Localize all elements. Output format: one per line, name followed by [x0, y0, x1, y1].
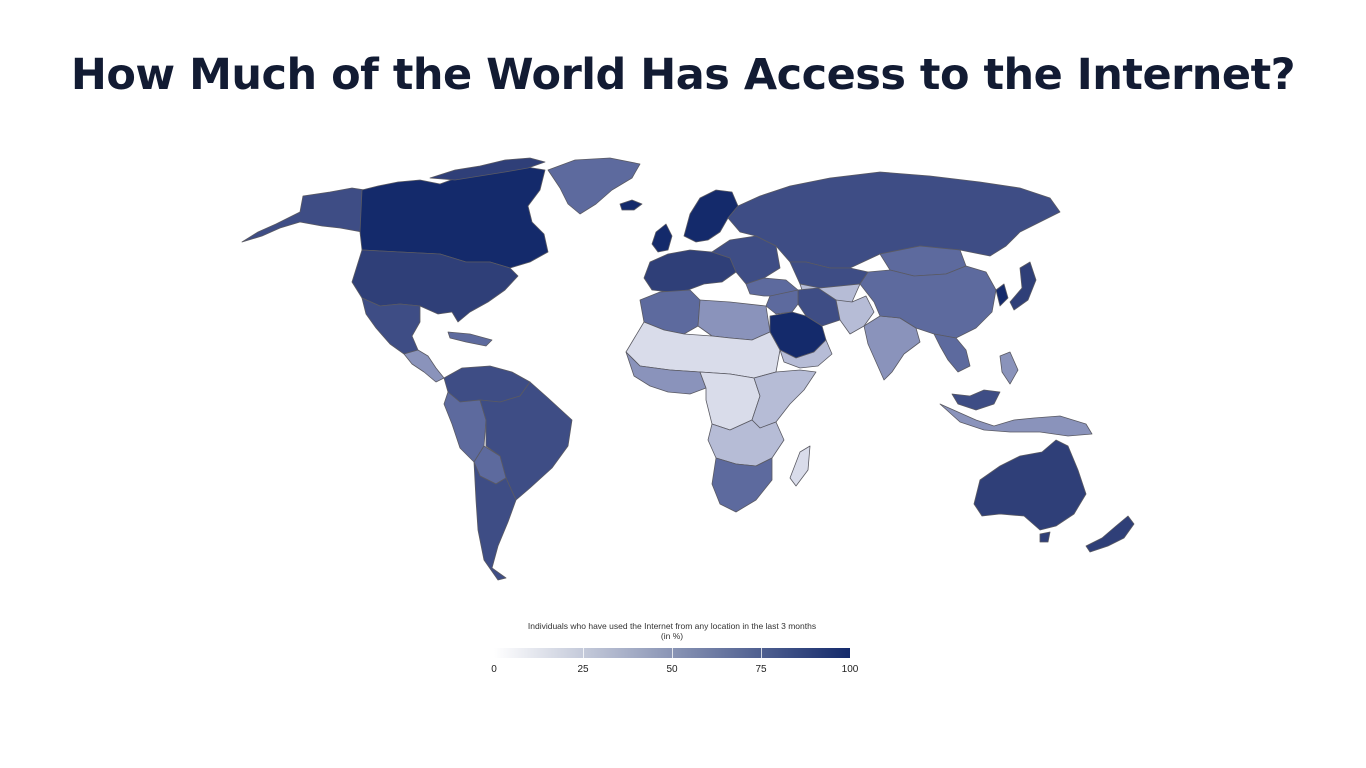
region-brazil — [479, 381, 573, 501]
region-yemen-oman — [779, 339, 833, 369]
legend-tick-mark — [672, 648, 673, 658]
page-title: How Much of the World Has Access to the … — [70, 50, 1296, 100]
legend-label-0: 0 — [491, 664, 497, 675]
region-mexico — [361, 297, 421, 355]
legend-unit: (in %) — [660, 631, 684, 641]
region-afghanistan-pakistan — [835, 295, 875, 335]
region-west-africa — [625, 351, 707, 395]
region-western-europe — [643, 249, 737, 293]
region-central-america — [403, 349, 445, 383]
region-canada-islands — [429, 157, 546, 181]
region-new-zealand — [1085, 515, 1135, 553]
region-indonesia — [939, 403, 1093, 437]
region-peru-ecuador — [443, 391, 487, 463]
region-tasmania — [1039, 531, 1051, 543]
region-korea — [995, 283, 1009, 307]
region-caribbean — [447, 331, 493, 347]
legend-title: Individuals who have used the Internet f… — [527, 621, 817, 631]
region-china — [859, 265, 997, 339]
region-north-africa-east — [697, 299, 771, 341]
region-philippines — [999, 351, 1019, 385]
region-alaska — [241, 187, 366, 243]
region-japan — [1009, 261, 1037, 311]
region-iran — [797, 287, 841, 327]
region-southeast-asia — [933, 333, 971, 373]
region-eastern-europe — [711, 235, 781, 285]
legend-label-25: 25 — [577, 664, 589, 675]
region-russia — [727, 171, 1061, 269]
legend-label-100: 100 — [841, 664, 859, 675]
region-southern-africa — [711, 457, 773, 513]
region-southern-africa-central — [707, 419, 785, 467]
region-argentina-chile — [473, 461, 517, 581]
region-east-africa — [751, 369, 817, 429]
legend-label-75: 75 — [755, 664, 767, 675]
legend-tick-mark — [583, 648, 584, 658]
region-uk-ireland — [651, 223, 673, 253]
region-malaysia — [951, 389, 1001, 411]
legend-label-50: 50 — [666, 664, 678, 675]
region-australia — [973, 439, 1087, 531]
legend-tick-mark — [761, 648, 762, 658]
region-iceland — [619, 199, 643, 211]
region-greenland — [547, 157, 641, 215]
region-madagascar — [789, 445, 811, 487]
